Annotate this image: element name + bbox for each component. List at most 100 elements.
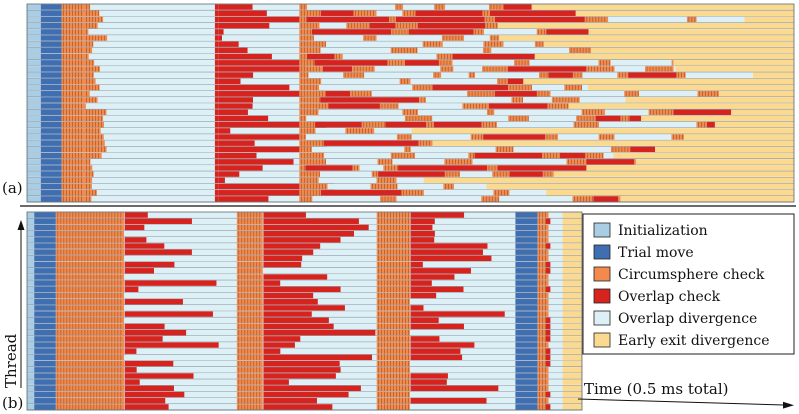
- segment-overlap: [214, 152, 219, 159]
- legend-label-early_exit: Early exit divergence: [618, 333, 770, 349]
- segment-circum: [634, 159, 636, 165]
- legend-frame: [582, 213, 795, 355]
- segment-overlap_div: [409, 404, 516, 410]
- segment-circum: [61, 84, 85, 91]
- segment-circum: [299, 84, 320, 91]
- segment-overlap_div: [550, 91, 625, 97]
- segment-overlap_div: [321, 78, 400, 85]
- segment-circum: [55, 373, 125, 379]
- segment-overlap_div: [608, 16, 687, 23]
- segment-circum: [346, 22, 370, 29]
- segment-overlap: [218, 177, 225, 184]
- segment-circum: [671, 134, 684, 140]
- legend-swatch-circum: [593, 266, 611, 282]
- segment-circum: [376, 404, 410, 410]
- segment-circum: [61, 109, 85, 115]
- segment-overlap: [263, 329, 376, 336]
- segment-circum: [55, 354, 125, 361]
- segment-overlap_div: [513, 146, 611, 153]
- segment-overlap: [497, 165, 587, 171]
- segment-circum: [236, 280, 263, 286]
- segment-circum: [61, 121, 85, 128]
- segment-overlap_div: [460, 171, 493, 177]
- segment-circum: [482, 66, 508, 72]
- segment-early_exit: [562, 360, 582, 367]
- segment-circum: [537, 311, 549, 317]
- segment-early_exit: [562, 230, 582, 237]
- segment-circum: [55, 212, 125, 218]
- segment-circum: [485, 22, 498, 29]
- segment-overlap: [218, 35, 223, 41]
- segment-init: [27, 323, 35, 330]
- segment-circum: [299, 4, 308, 10]
- segment-circum: [84, 190, 97, 196]
- thread-row: [27, 261, 582, 268]
- segment-overlap_div: [315, 128, 346, 134]
- segment-overlap: [263, 317, 329, 323]
- segment-early_exit: [562, 299, 582, 305]
- segment-overlap_div: [124, 230, 237, 237]
- segment-circum: [396, 134, 412, 140]
- segment-overlap: [320, 10, 354, 16]
- segment-trial: [40, 72, 62, 78]
- segment-circum: [61, 171, 85, 177]
- segment-trial: [40, 128, 62, 134]
- segment-circum: [55, 218, 125, 224]
- segment-overlap: [214, 128, 219, 134]
- segment-overlap_div: [84, 29, 215, 35]
- segment-circum: [542, 152, 560, 159]
- segment-overlap: [263, 299, 318, 305]
- segment-circum: [61, 78, 85, 85]
- segment-overlap: [124, 342, 219, 348]
- segment-trial: [34, 311, 56, 317]
- segment-init: [27, 16, 41, 23]
- segment-trial: [40, 109, 62, 115]
- segment-circum: [537, 379, 549, 385]
- segment-overlap: [214, 35, 219, 41]
- segment-overlap: [214, 84, 219, 91]
- segment-overlap: [410, 274, 455, 280]
- segment-init: [27, 103, 41, 109]
- segment-trial: [34, 274, 56, 280]
- segment-overlap_div: [558, 134, 599, 140]
- segment-trial: [40, 103, 62, 109]
- segment-overlap: [124, 243, 165, 249]
- segment-overlap_div: [84, 121, 215, 128]
- segment-early_exit: [590, 47, 794, 54]
- segment-early_exit: [562, 218, 582, 224]
- segment-circum: [236, 274, 263, 280]
- segment-trial: [515, 391, 538, 398]
- segment-overlap: [263, 398, 317, 404]
- thread-row: [27, 159, 794, 166]
- segment-overlap: [410, 230, 435, 237]
- segment-circum: [84, 140, 105, 146]
- segment-circum: [488, 4, 504, 10]
- segment-circum: [84, 10, 100, 16]
- segment-trial: [515, 261, 538, 268]
- thread-row: [27, 243, 582, 250]
- segment-overlap_div: [376, 35, 442, 41]
- segment-overlap_div: [599, 121, 697, 128]
- segment-circum: [537, 292, 549, 299]
- thread-row: [27, 35, 794, 42]
- thread-row: [27, 29, 794, 36]
- segment-circum: [537, 385, 549, 392]
- segment-early_exit: [562, 274, 582, 280]
- segment-overlap: [545, 323, 551, 330]
- segment-trial: [515, 255, 538, 262]
- segment-overlap: [509, 171, 543, 177]
- segment-overlap_div: [509, 190, 547, 196]
- segment-overlap: [214, 177, 219, 184]
- segment-overlap_div: [548, 299, 563, 305]
- segment-circum: [61, 146, 85, 153]
- segment-overlap_div: [548, 348, 563, 354]
- segment-circum: [236, 373, 263, 379]
- segment-overlap: [214, 72, 219, 78]
- segment-circum: [566, 159, 587, 165]
- segment-circum: [236, 255, 263, 262]
- segment-overlap: [548, 72, 573, 78]
- segment-circum: [61, 16, 85, 23]
- segment-overlap_div: [84, 78, 215, 85]
- segment-overlap: [263, 274, 328, 280]
- segment-overlap_div: [306, 134, 397, 140]
